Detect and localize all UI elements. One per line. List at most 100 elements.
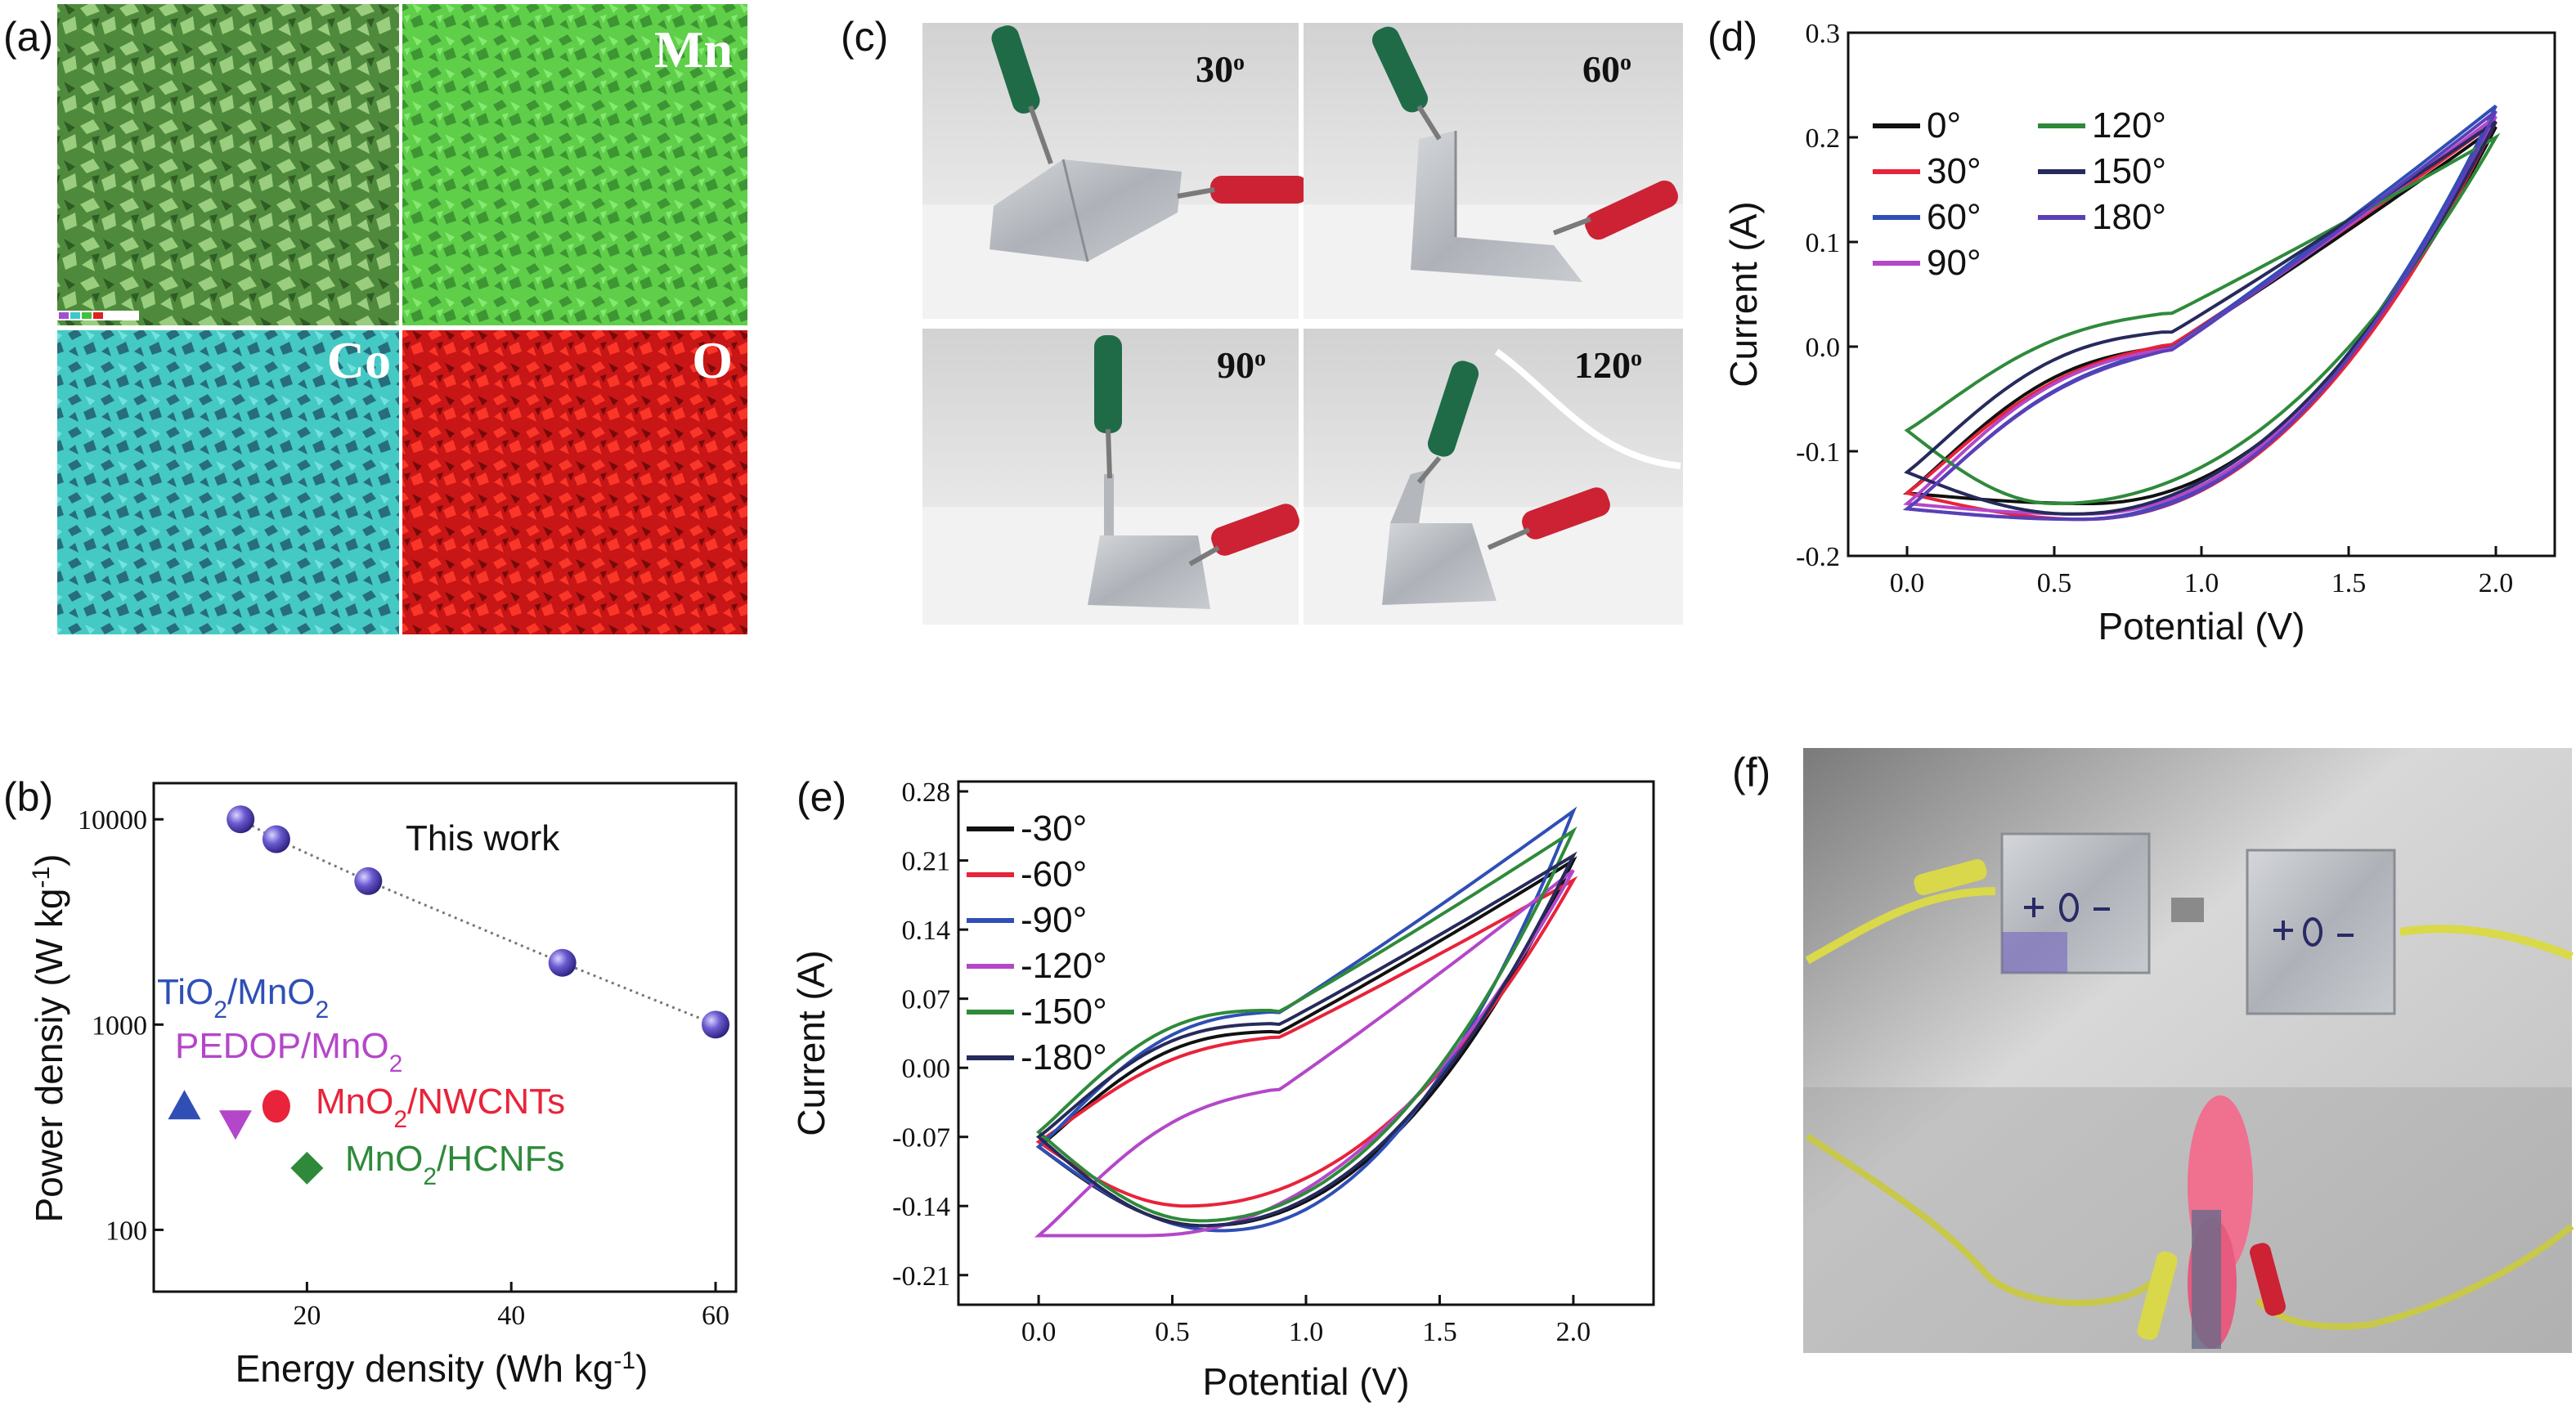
x-tick-label: 0.0 [1021, 1317, 1057, 1347]
this-work-label: This work [406, 818, 560, 858]
marker-PEDOP/MnO2 [218, 1110, 252, 1140]
y-axis-label: Power densiy (W kg-1) [28, 853, 71, 1222]
legend-label: 180° [2092, 197, 2166, 237]
y-tick-label: -0.14 [892, 1192, 950, 1222]
degree-mark: o [1233, 50, 1245, 75]
green-clip [991, 25, 1040, 114]
legend: -30° -60° -90° -120° -150° -180° [967, 809, 1107, 1077]
legend-label: -60° [1021, 854, 1087, 894]
legend-swatch [70, 312, 80, 319]
x-tick-label: 1.5 [2331, 568, 2367, 598]
y-tick-label: 0.1 [1806, 228, 1841, 258]
green-clip [1371, 26, 1429, 113]
legend-label: 30° [1927, 151, 1981, 191]
x-label-sup: -1 [613, 1347, 635, 1374]
cv-curve--60° [1035, 876, 1578, 1208]
cv-curve--150° [1036, 826, 1577, 1223]
x-tick-label: 1.0 [2184, 568, 2219, 598]
cv-curve-150° [1904, 120, 2497, 516]
legend-swatch [93, 312, 103, 319]
legend-label: 150° [2092, 151, 2166, 191]
yellow-wire [2399, 925, 2574, 961]
yellow-wire [1805, 887, 1996, 965]
angle-value: 30 [1196, 48, 1233, 90]
panel-f-fan-demo-photo [1803, 748, 2574, 1353]
x-axis-label: Potential (V) [1202, 1360, 1409, 1403]
sem-image [57, 4, 399, 325]
marker-TiO2/MnO2 [168, 1090, 201, 1120]
photo-bend-30: 30o [922, 23, 1308, 319]
legend-label: 90° [1927, 243, 1981, 283]
red-clip [1522, 487, 1610, 540]
y-axis-label: Current (A) [1722, 201, 1765, 387]
angle-value: 120 [1574, 344, 1631, 386]
cv-chart-bending: 0.0 0.5 1.0 1.5 2.0 -0.2 -0.1 0.0 0.1 0.2 0.3 0° 30… [1722, 19, 2556, 647]
this-work-point [262, 825, 290, 853]
photo-bend-60: 60o [1304, 23, 1683, 319]
photo-bend-90: 90o [922, 329, 1299, 625]
fan-stand [2192, 1210, 2221, 1349]
y-tick-label: -0.1 [1796, 437, 1840, 468]
foil-electrode [1382, 523, 1497, 605]
axis-ticks: 20 40 60 10000 1000 100 [78, 805, 729, 1331]
angle-30-label: 30o [1196, 48, 1245, 90]
y-label-sup: -1 [28, 867, 55, 889]
x-tick-label: 40 [497, 1301, 525, 1331]
angle-120-label: 120o [1574, 344, 1642, 386]
co-map [57, 330, 399, 634]
series-label-PEDOP/MnO2: PEDOP/MnO2 [175, 1026, 402, 1077]
cv-curves [1034, 806, 1578, 1238]
marker-MnO2/NWCNTs [262, 1090, 290, 1123]
y-tick-label: -0.21 [892, 1261, 950, 1292]
y-tick-label: 10000 [78, 805, 147, 835]
cv-curve--180° [1035, 851, 1577, 1228]
this-work-point [702, 1010, 730, 1039]
x-label-text: Energy density (Wh kg [236, 1347, 614, 1390]
legend-label: 120° [2092, 105, 2166, 146]
red-clip [1210, 176, 1308, 204]
x-tick-label: 2.0 [2479, 568, 2514, 598]
y-tick-label: -0.07 [892, 1123, 950, 1153]
y-tick-label: 100 [105, 1216, 147, 1246]
x-tick-label: 0.5 [2037, 568, 2072, 598]
co-label: Co [327, 331, 391, 389]
photo-bend-120: 120o [1304, 329, 1683, 625]
cv-curve-0° [1902, 125, 2497, 505]
x-axis-label: Potential (V) [2098, 605, 2304, 647]
mn-map [402, 4, 747, 325]
legend-label: 60° [1927, 197, 1981, 237]
panel-c-bending-photos: 30o 60o 90o [922, 23, 1683, 625]
x-tick-label: 1.0 [1289, 1317, 1324, 1347]
cv-curve-120° [1904, 132, 2501, 506]
legend-label: -120° [1021, 946, 1107, 986]
y-axis-label: Current (A) [790, 950, 832, 1136]
panel-label-b: (b) [3, 774, 53, 820]
panel-label-a: (a) [3, 14, 53, 60]
legend-label: -90° [1021, 900, 1087, 940]
x-tick-label: 0.0 [1890, 568, 1925, 598]
x-tick-label: 2.0 [1556, 1317, 1591, 1347]
axis-ticks: 0.0 0.5 1.0 1.5 2.0 -0.2 -0.1 0.0 0.1 0.2 0.3 [1796, 19, 2513, 598]
y-tick-label: 0.2 [1806, 123, 1841, 154]
y-tick-label: -0.2 [1796, 542, 1840, 572]
this-work-point [548, 948, 577, 977]
this-work-point [227, 805, 255, 834]
panel-label-e: (e) [797, 774, 846, 820]
legend-label: -150° [1021, 992, 1107, 1032]
series-label-TiO2/MnO2: TiO2/MnO2 [157, 972, 329, 1024]
legend-label: -180° [1021, 1037, 1107, 1077]
foil-electrode [990, 159, 1182, 262]
legend-label: -30° [1021, 809, 1087, 849]
series-label-MnO2/HCNFs: MnO2/HCNFs [345, 1139, 564, 1190]
y-tick-label: 0.0 [1806, 333, 1841, 363]
plot-frame [152, 782, 738, 1293]
angle-value: 60 [1582, 48, 1620, 90]
legend-swatch [59, 312, 69, 319]
y-tick-label: 0.00 [902, 1054, 951, 1084]
angle-value: 90 [1217, 344, 1254, 386]
y-tick-label: 0.07 [902, 985, 951, 1015]
degree-mark: o [1254, 346, 1266, 371]
